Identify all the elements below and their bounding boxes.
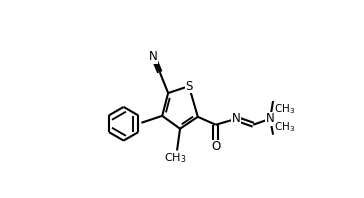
Text: CH$_3$: CH$_3$	[274, 120, 295, 134]
Text: S: S	[185, 80, 193, 93]
Text: CH$_3$: CH$_3$	[274, 102, 295, 116]
Text: N: N	[266, 112, 274, 125]
Text: CH$_3$: CH$_3$	[164, 151, 186, 165]
Text: N: N	[232, 112, 241, 125]
Text: N: N	[149, 50, 158, 63]
Text: O: O	[211, 140, 220, 153]
